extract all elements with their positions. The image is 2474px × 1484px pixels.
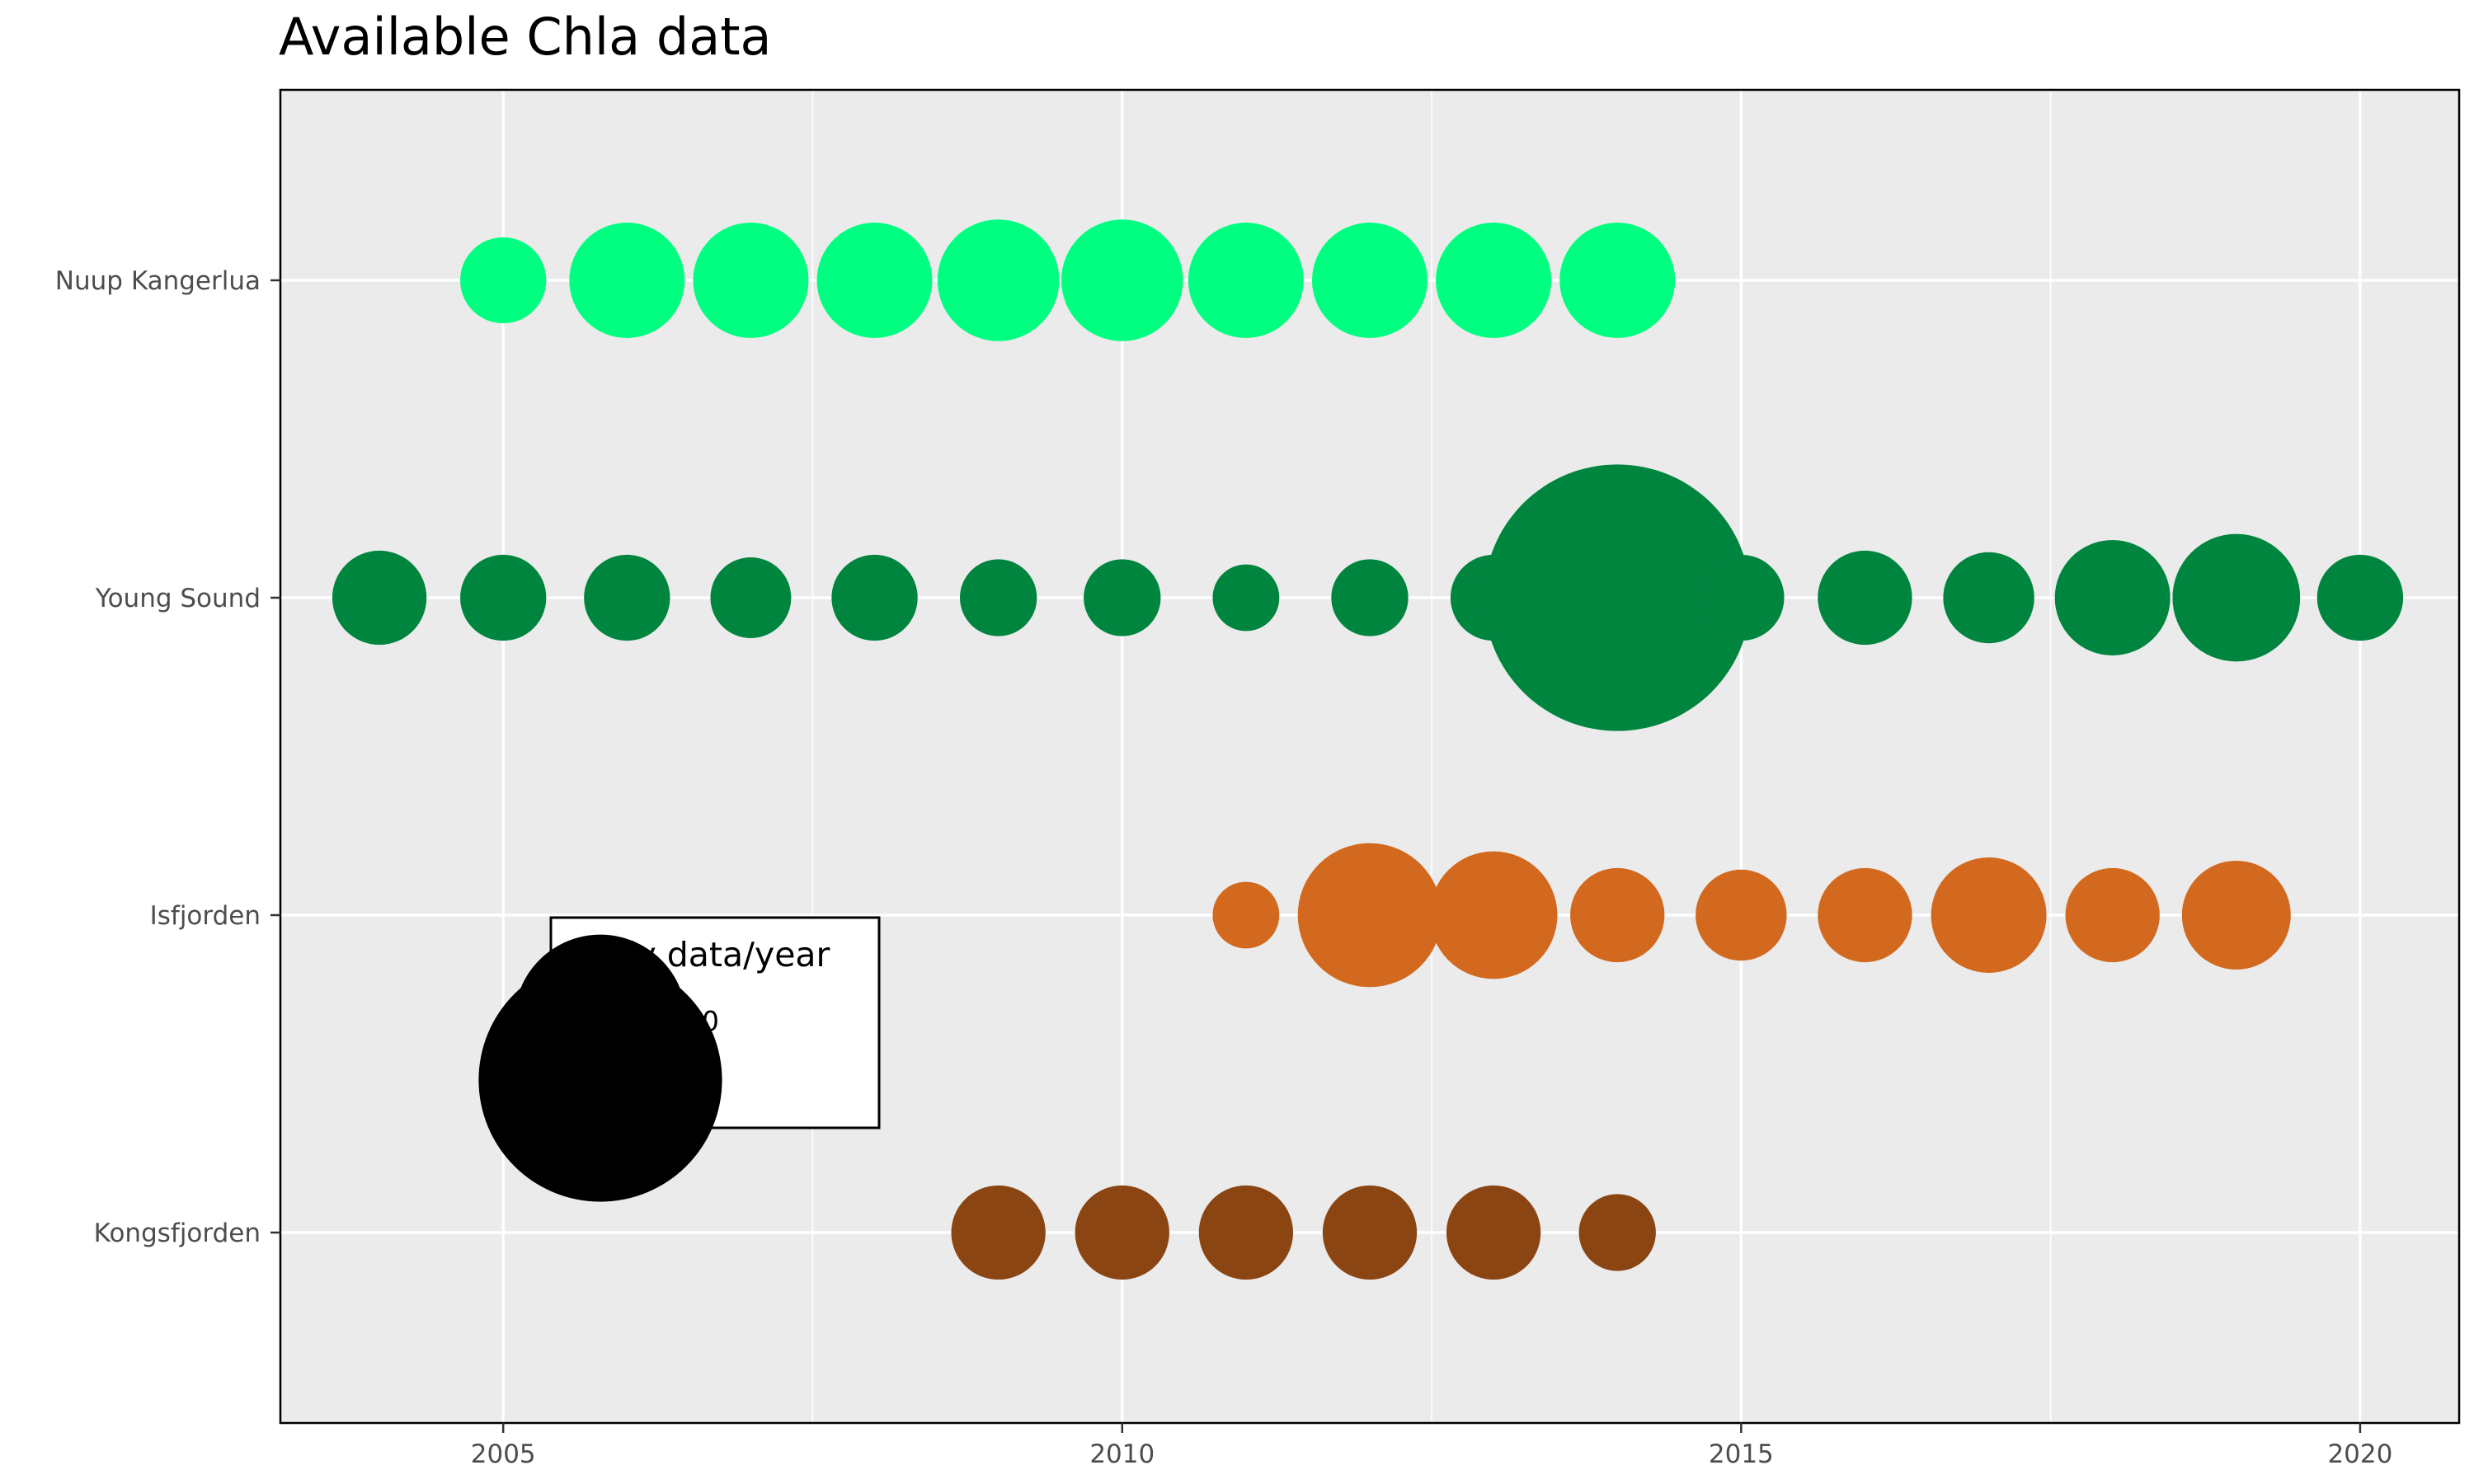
data-point (831, 554, 918, 641)
data-point (951, 1185, 1046, 1280)
data-point (1188, 222, 1304, 339)
data-point (2065, 867, 2160, 963)
y-tick-label: Young Sound (95, 584, 261, 613)
data-point (584, 554, 670, 641)
x-tick-label: 2010 (1089, 1439, 1155, 1469)
data-point (1429, 851, 1558, 979)
data-point (816, 222, 933, 339)
data-point (1198, 1185, 1294, 1280)
data-point (1311, 222, 1428, 339)
data-point (1559, 222, 1676, 339)
data-point (1212, 881, 1280, 949)
data-point (2181, 861, 2291, 970)
data-point (332, 550, 427, 646)
data-point (1570, 867, 1665, 963)
data-point (1818, 550, 1912, 646)
y-tick-label: Nuup Kangerlua (55, 266, 261, 296)
data-point (959, 559, 1037, 636)
size-legend: Daily data/year 10002000 (478, 916, 881, 1202)
data-point (693, 222, 809, 339)
data-point (1084, 559, 1161, 636)
data-point (1484, 464, 1751, 731)
data-point (1931, 857, 2047, 974)
x-tick-label: 2020 (2327, 1439, 2392, 1469)
data-point (1075, 1185, 1169, 1280)
x-tick-label: 2015 (1709, 1439, 1774, 1469)
legend-key (478, 958, 722, 1202)
data-point (1818, 867, 1912, 963)
data-point (937, 219, 1060, 341)
plot-border (279, 88, 2461, 1425)
y-tick-label: Isfjorden (150, 901, 261, 931)
data-point (1436, 222, 1552, 339)
x-axis: 2005 2010 2015 2020 (471, 1423, 2392, 1469)
data-point (1212, 564, 1280, 632)
data-point (1696, 869, 1787, 961)
data-point (1331, 559, 1409, 636)
data-point (1698, 554, 1785, 641)
chart-title: Available Chla data (279, 7, 772, 67)
data-point (460, 554, 547, 641)
data-point (2172, 533, 2301, 662)
legend-label: 2000 (650, 1064, 719, 1097)
data-point (1322, 1185, 1418, 1280)
data-point (2054, 539, 2171, 656)
data-point (569, 222, 685, 339)
data-point (1297, 843, 1442, 988)
data-point (1061, 219, 1183, 341)
data-point (1943, 552, 2034, 644)
data-point (1578, 1194, 1656, 1271)
data-point (460, 237, 547, 324)
x-tick-label: 2005 (471, 1439, 536, 1469)
minor-gridlines (811, 90, 2052, 1423)
data-points (332, 219, 2404, 1280)
y-tick-label: Kongsfjorden (94, 1219, 261, 1248)
data-point (2316, 554, 2404, 641)
y-axis: Kongsfjorden Isfjorden Young Sound Nuup Kan… (55, 266, 280, 1248)
data-point (710, 557, 792, 638)
data-point (1446, 1185, 1541, 1280)
